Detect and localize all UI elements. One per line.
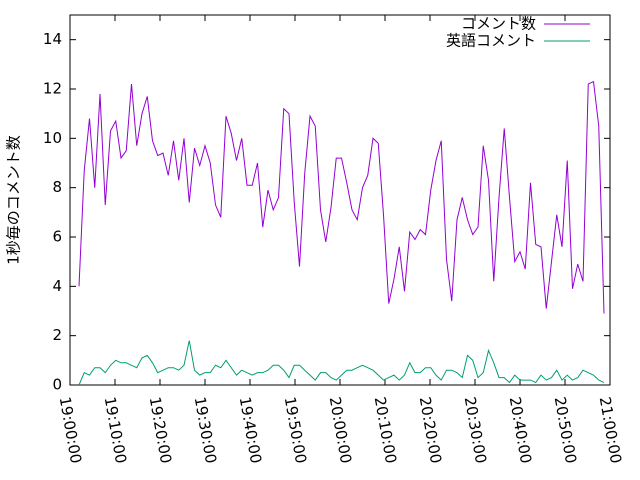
legend-label: 英語コメント: [446, 32, 536, 50]
series-line: [78, 340, 605, 386]
x-tick-label: 20:40:00: [506, 395, 535, 464]
y-tick-label: 12: [43, 80, 62, 98]
y-tick-label: 14: [43, 30, 62, 48]
x-tick-label: 20:30:00: [461, 395, 490, 464]
y-tick-label: 0: [52, 376, 62, 394]
x-tick-label: 19:40:00: [236, 395, 265, 464]
x-tick-label: 20:00:00: [326, 395, 355, 464]
y-tick-label: 8: [52, 178, 62, 196]
x-tick-label: 20:50:00: [551, 395, 580, 464]
x-tick-label: 19:10:00: [101, 395, 130, 464]
x-tick-label: 20:20:00: [416, 395, 445, 464]
y-tick-label: 4: [52, 277, 62, 295]
y-tick-label: 6: [52, 228, 62, 246]
x-tick-label: 21:00:00: [596, 395, 625, 464]
series-line: [78, 80, 605, 314]
y-tick-label: 2: [52, 326, 62, 344]
x-tick-label: 19:30:00: [191, 395, 220, 464]
y-tick-label: 10: [43, 129, 62, 147]
x-tick-label: 19:20:00: [146, 395, 175, 464]
x-tick-label: 19:50:00: [281, 395, 310, 464]
x-tick-label: 19:00:00: [56, 395, 85, 464]
y-axis-label: 1秒毎のコメント数: [5, 135, 23, 265]
x-tick-label: 20:10:00: [371, 395, 400, 464]
legend-label: コメント数: [461, 15, 536, 33]
